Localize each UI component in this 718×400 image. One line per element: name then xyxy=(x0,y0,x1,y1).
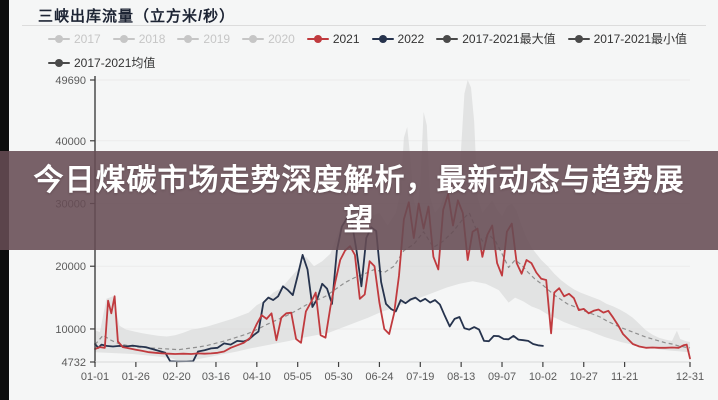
legend-item-2018[interactable]: 2018 xyxy=(112,31,166,46)
legend-marker-icon xyxy=(48,58,70,68)
title-divider xyxy=(22,25,706,26)
x-axis-label: 10-27 xyxy=(570,371,598,383)
legend-label: 2021 xyxy=(332,31,360,46)
legend-item-2017[interactable]: 2017 xyxy=(48,32,101,46)
headline-line-2: 望 xyxy=(343,203,375,237)
y-axis-label: 20000 xyxy=(55,261,86,273)
legend-label: 2017-2021最大值 xyxy=(462,32,556,46)
x-axis-label: 06-24 xyxy=(365,371,393,383)
legend-item-2017-2021最小值[interactable]: 2017-2021最小值 xyxy=(567,30,687,47)
legend-item-2021[interactable]: 2021 xyxy=(306,31,360,46)
x-axis-label: 03-16 xyxy=(202,371,230,383)
x-axis-label: 08-13 xyxy=(447,371,475,383)
headline-banner: 今日煤碳市场走势深度解析，最新动态与趋势展 望 xyxy=(0,151,718,250)
legend-marker-icon xyxy=(567,34,590,44)
headline-line-1: 今日煤碳市场走势深度解析，最新动态与趋势展 xyxy=(33,163,685,197)
y-axis-label: 49690 xyxy=(55,75,86,87)
legend-item-2022[interactable]: 2022 xyxy=(371,31,425,46)
legend-label: 2019 xyxy=(203,31,231,46)
x-axis-label: 04-10 xyxy=(243,371,271,383)
y-axis-label: 40000 xyxy=(55,136,86,148)
legend-marker-icon xyxy=(371,34,394,44)
x-axis-label: 01-26 xyxy=(122,371,150,383)
legend-marker-icon xyxy=(112,34,135,44)
legend-marker-icon xyxy=(306,34,329,44)
legend-label: 2017 xyxy=(74,31,101,46)
x-axis-label: 09-07 xyxy=(488,371,516,383)
x-axis-label: 12-31 xyxy=(676,371,704,383)
legend-marker-icon xyxy=(177,34,200,44)
legend-label: 2020 xyxy=(268,31,295,46)
chart-title: 三峡出库流量（立方米/秒） xyxy=(38,8,236,25)
x-axis-label: 11-21 xyxy=(611,371,638,383)
x-axis-label: 02-20 xyxy=(163,371,191,383)
legend-label: 2017-2021最小值 xyxy=(593,32,687,46)
x-axis-label: 01-01 xyxy=(81,371,109,383)
legend-item-2019[interactable]: 2019 xyxy=(177,32,230,46)
legend-marker-icon xyxy=(242,34,265,44)
x-axis-label: 05-05 xyxy=(284,371,312,383)
legend-marker-icon xyxy=(48,34,70,44)
legend-item-2017-2021均值[interactable]: 2017-2021均值 xyxy=(48,54,155,71)
x-axis-label: 05-30 xyxy=(324,371,352,383)
legend-label: 2018 xyxy=(138,31,166,46)
y-axis-label: 4732 xyxy=(62,357,86,369)
legend-item-2020[interactable]: 2020 xyxy=(242,32,295,46)
legend-marker-icon xyxy=(436,34,459,44)
legend-item-2017-2021最大值[interactable]: 2017-2021最大值 xyxy=(436,30,556,47)
x-axis-label: 10-02 xyxy=(529,371,557,383)
legend: 2017 2018 2019 2020 2021 2022 2017-2021最大值 2017… xyxy=(48,30,718,71)
x-axis-label: 07-19 xyxy=(406,371,434,383)
y-axis-label: 10000 xyxy=(55,324,86,336)
legend-label: 2022 xyxy=(397,31,425,46)
legend-label: 2017-2021均值 xyxy=(74,56,156,70)
